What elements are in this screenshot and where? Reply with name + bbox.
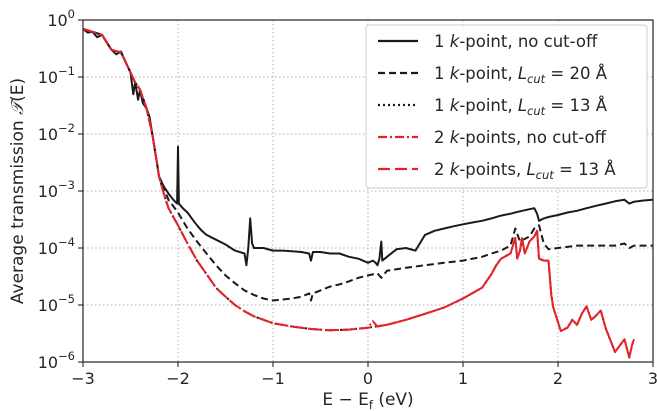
x-tick-label: 3 — [648, 369, 657, 388]
y-tick-exponent: −1 — [58, 64, 75, 78]
y-tick-exponent: −6 — [58, 349, 75, 363]
y-tick-base: 10 — [38, 125, 58, 144]
x-axis-label-main: E − E — [322, 390, 369, 410]
legend-label-part: = 13 Å — [554, 160, 617, 179]
y-tick-label: 10−5 — [38, 292, 75, 315]
x-axis-label-unit: (eV) — [373, 390, 414, 410]
y-tick-exponent: −3 — [58, 178, 75, 192]
x-tick-label: −2 — [166, 369, 190, 388]
legend-label-part: k — [450, 32, 461, 51]
legend-label-part: L — [518, 64, 527, 83]
x-axis-ticks: −3 −2 −1 0 1 2 3 — [71, 362, 657, 388]
legend-label-part: cut — [536, 168, 555, 182]
x-tick-label: 1 — [458, 369, 468, 388]
legend-label-part: 1 — [434, 96, 450, 115]
legend-label-part: 1 — [434, 32, 450, 51]
legend-label-part: 1 — [434, 64, 450, 83]
legend-label-part: 2 — [434, 160, 450, 179]
y-tick-label: 10−6 — [38, 349, 75, 372]
y-tick-exponent: 0 — [68, 7, 75, 21]
legend-label-part: cut — [527, 104, 546, 118]
y-tick-base: 10 — [38, 239, 58, 258]
y-tick-base: 10 — [38, 68, 58, 87]
y-axis-label: Average transmission 𝒯(E) — [8, 78, 28, 304]
legend-label-part: k — [450, 96, 461, 115]
legend-label-part: L — [518, 96, 527, 115]
legend-label: 1 k-point, Lcut = 20 Å — [434, 64, 608, 86]
y-axis-label-pre: Average transmission — [8, 115, 28, 304]
x-tick-label: 2 — [553, 369, 563, 388]
legend-label-part: -points, — [459, 160, 526, 179]
legend-label-part: -point, — [459, 64, 518, 83]
legend-label: 1 k-point, no cut-off — [434, 32, 598, 51]
series-line — [83, 27, 653, 302]
legend-label-part: -point, no cut-off — [459, 32, 598, 51]
series-line — [83, 27, 635, 359]
y-tick-exponent: −4 — [58, 235, 75, 249]
x-tick-label: 0 — [363, 369, 373, 388]
y-tick-exponent: −5 — [58, 292, 75, 306]
series-lines — [83, 27, 653, 359]
legend-label-part: k — [450, 128, 461, 147]
legend-label-part: L — [526, 160, 535, 179]
y-axis-label-post: (E) — [8, 78, 28, 102]
legend-label-part: = 20 Å — [545, 64, 608, 83]
y-tick-base: 10 — [47, 11, 67, 30]
legend-label: 2 k-points, Lcut = 13 Å — [434, 160, 616, 182]
legend-label-part: k — [450, 160, 461, 179]
y-tick-label: 100 — [47, 7, 75, 30]
legend-label-part: -point, — [459, 96, 518, 115]
legend-label-part: -points, no cut-off — [459, 128, 606, 147]
y-tick-base: 10 — [38, 353, 58, 372]
x-tick-label: −3 — [71, 369, 95, 388]
legend-label-part: k — [450, 64, 461, 83]
y-tick-label: 10−2 — [38, 121, 75, 144]
legend-label-part: 2 — [434, 128, 450, 147]
legend-frame — [365, 24, 648, 189]
y-tick-base: 10 — [38, 182, 58, 201]
y-tick-label: 10−1 — [38, 64, 75, 87]
x-tick-label: −1 — [261, 369, 285, 388]
legend-label-part: = 13 Å — [545, 96, 608, 115]
legend-label-part: cut — [527, 72, 546, 86]
y-tick-label: 10−4 — [38, 235, 75, 258]
x-axis-label-sub: f — [369, 398, 374, 411]
legend-label: 1 k-point, Lcut = 13 Å — [434, 96, 608, 118]
y-tick-base: 10 — [38, 296, 58, 315]
x-axis-label: E − Ef (eV) — [322, 390, 413, 411]
y-tick-exponent: −2 — [58, 121, 75, 135]
y-tick-label: 10−3 — [38, 178, 75, 201]
legend-label: 2 k-points, no cut-off — [434, 128, 607, 147]
